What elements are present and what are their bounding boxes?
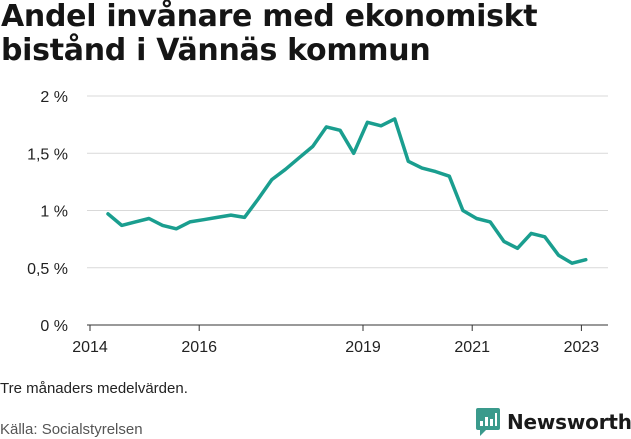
data-point: [448, 175, 451, 178]
logo-text: Newsworthy: [507, 410, 631, 434]
data-point: [284, 168, 287, 171]
data-point: [502, 240, 505, 243]
data-point: [257, 197, 260, 200]
series-line: [106, 117, 588, 265]
data-point: [243, 216, 246, 219]
data-point: [325, 125, 328, 128]
x-tick-label: 2014: [72, 339, 108, 356]
data-point: [120, 224, 123, 227]
data-point: [311, 145, 314, 148]
data-point: [543, 235, 546, 238]
data-point: [161, 224, 164, 227]
data-point: [134, 220, 137, 223]
y-tick-label: 1,5 %: [27, 146, 68, 163]
y-axis-ticks: 0 % 0,5 % 1 % 1,5 % 2 %: [27, 89, 68, 335]
data-point: [366, 121, 369, 124]
data-point: [216, 216, 219, 219]
data-point: [516, 247, 519, 250]
data-point: [420, 167, 423, 170]
data-point: [147, 217, 150, 220]
data-point: [106, 212, 109, 215]
newsworthy-logo[interactable]: Newsworthy: [476, 407, 631, 437]
data-point: [352, 152, 355, 155]
data-point: [584, 258, 587, 261]
data-point: [489, 220, 492, 223]
data-point: [188, 220, 191, 223]
source-text: Källa: Socialstyrelsen: [0, 421, 143, 438]
newsworthy-chart-icon: [476, 408, 500, 436]
y-tick-label: 0 %: [40, 318, 68, 335]
data-point: [379, 124, 382, 127]
data-point: [530, 232, 533, 235]
y-tick-label: 0,5 %: [27, 261, 68, 278]
gridlines: [87, 95, 608, 269]
data-point: [175, 227, 178, 230]
data-point: [557, 254, 560, 257]
data-point: [407, 160, 410, 163]
y-tick-label: 1 %: [40, 204, 68, 221]
x-axis: 2014 2016 2019 2021 2023: [72, 324, 608, 356]
data-point: [202, 218, 205, 221]
data-point: [475, 217, 478, 220]
data-point: [461, 209, 464, 212]
data-point: [298, 156, 301, 159]
data-point: [229, 213, 232, 216]
data-point: [434, 170, 437, 173]
chart-title: Andel invånare med ekonomiskt bistånd i …: [1, 0, 538, 68]
data-point: [338, 129, 341, 132]
chart-note: Tre månaders medelvärden.: [0, 380, 188, 397]
data-point: [270, 178, 273, 181]
x-tick-label: 2019: [345, 339, 381, 356]
series-group: [106, 117, 588, 265]
x-tick-label: 2023: [564, 339, 600, 356]
x-tick-label: 2021: [454, 339, 490, 356]
data-point: [571, 262, 574, 265]
data-point: [393, 117, 396, 120]
line-chart: 0 % 0,5 % 1 % 1,5 % 2 % 2014 2016 2019 2021 2023: [27, 89, 608, 356]
x-tick-label: 2016: [181, 339, 217, 356]
y-tick-label: 2 %: [40, 89, 68, 106]
